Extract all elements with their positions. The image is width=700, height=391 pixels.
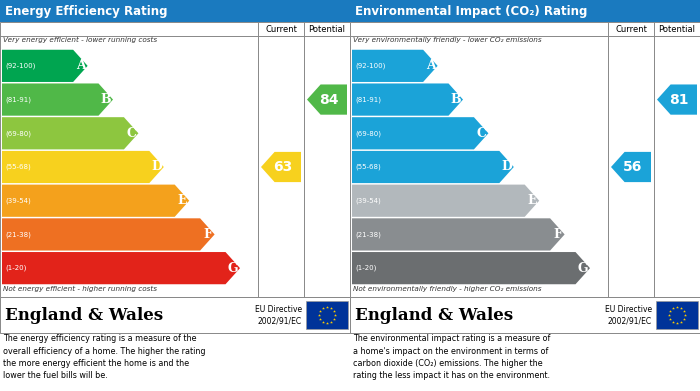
Bar [350, 297, 700, 333]
Text: (55-68): (55-68) [5, 164, 31, 170]
Text: Potential: Potential [309, 25, 346, 34]
Text: F: F [554, 228, 563, 241]
Text: Energy Efficiency Rating: Energy Efficiency Rating [5, 5, 167, 18]
Bar [656, 301, 698, 329]
Text: B: B [100, 93, 111, 106]
Polygon shape [352, 83, 463, 116]
Text: (55-68): (55-68) [355, 164, 381, 170]
Bar [350, 22, 700, 297]
Polygon shape [2, 50, 87, 82]
Polygon shape [611, 152, 651, 182]
Text: Not energy efficient - higher running costs: Not energy efficient - higher running co… [3, 286, 157, 292]
Text: Current: Current [615, 25, 647, 34]
Text: (21-38): (21-38) [355, 231, 381, 238]
Polygon shape [2, 83, 113, 116]
Text: The energy efficiency rating is a measure of the
overall efficiency of a home. T: The energy efficiency rating is a measur… [3, 334, 206, 380]
Text: Current: Current [265, 25, 297, 34]
Text: Very energy efficient - lower running costs: Very energy efficient - lower running co… [3, 37, 157, 43]
Text: (1-20): (1-20) [355, 265, 377, 271]
Text: C: C [127, 127, 136, 140]
Text: The environmental impact rating is a measure of
a home's impact on the environme: The environmental impact rating is a mea… [353, 334, 550, 380]
Text: 56: 56 [624, 160, 643, 174]
Text: Environmental Impact (CO₂) Rating: Environmental Impact (CO₂) Rating [355, 5, 587, 18]
Text: Very environmentally friendly - lower CO₂ emissions: Very environmentally friendly - lower CO… [353, 37, 542, 43]
Bar [0, 0, 350, 22]
Text: A: A [76, 59, 85, 72]
Text: (81-91): (81-91) [355, 96, 381, 103]
Text: (92-100): (92-100) [5, 63, 36, 69]
Text: England & Wales: England & Wales [5, 307, 163, 323]
Text: (21-38): (21-38) [5, 231, 31, 238]
Polygon shape [2, 117, 139, 149]
Polygon shape [657, 84, 697, 115]
Text: (39-54): (39-54) [5, 197, 31, 204]
Polygon shape [352, 117, 489, 149]
Polygon shape [2, 218, 215, 251]
Text: (69-80): (69-80) [5, 130, 31, 136]
Text: EU Directive
2002/91/EC: EU Directive 2002/91/EC [255, 305, 302, 325]
Text: 84: 84 [319, 93, 339, 107]
Text: (92-100): (92-100) [355, 63, 386, 69]
Bar [306, 301, 348, 329]
Text: B: B [450, 93, 461, 106]
Polygon shape [352, 252, 590, 284]
Polygon shape [352, 185, 539, 217]
Text: Not environmentally friendly - higher CO₂ emissions: Not environmentally friendly - higher CO… [353, 286, 542, 292]
Polygon shape [307, 84, 347, 115]
Text: (1-20): (1-20) [5, 265, 27, 271]
Polygon shape [2, 185, 189, 217]
Text: G: G [578, 262, 588, 274]
Polygon shape [352, 50, 438, 82]
Bar [350, 0, 700, 22]
Bar [0, 22, 350, 297]
Polygon shape [352, 218, 565, 251]
Text: (39-54): (39-54) [355, 197, 381, 204]
Text: D: D [501, 160, 512, 174]
Text: (81-91): (81-91) [5, 96, 31, 103]
Bar [0, 297, 350, 333]
Text: D: D [151, 160, 162, 174]
Text: Potential: Potential [659, 25, 696, 34]
Text: C: C [477, 127, 486, 140]
Text: A: A [426, 59, 435, 72]
Text: 81: 81 [669, 93, 689, 107]
Polygon shape [2, 151, 164, 183]
Text: E: E [178, 194, 187, 207]
Text: (69-80): (69-80) [355, 130, 381, 136]
Text: England & Wales: England & Wales [355, 307, 513, 323]
Polygon shape [2, 252, 240, 284]
Polygon shape [352, 151, 514, 183]
Text: G: G [228, 262, 238, 274]
Text: EU Directive
2002/91/EC: EU Directive 2002/91/EC [605, 305, 652, 325]
Polygon shape [261, 152, 301, 182]
Text: 63: 63 [274, 160, 293, 174]
Text: E: E [528, 194, 537, 207]
Text: F: F [204, 228, 213, 241]
